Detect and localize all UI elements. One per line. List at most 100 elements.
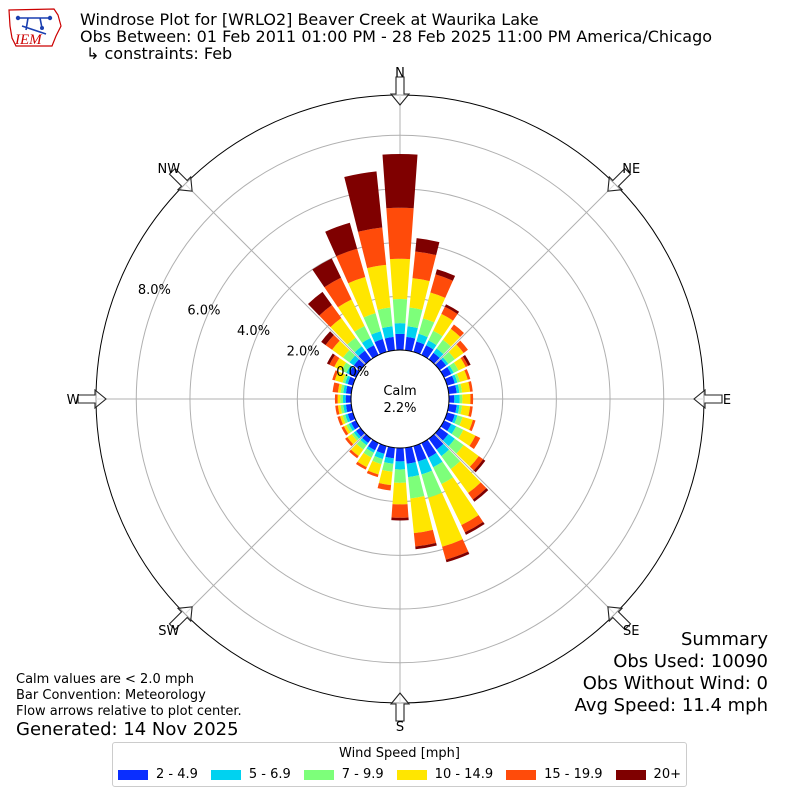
summary-block: Summary Obs Used: 10090 Obs Without Wind… — [575, 629, 768, 717]
bar-segment — [321, 331, 334, 346]
direction-label: SW — [158, 624, 179, 639]
plot-overlay: Calm 2.2% 0.0% 2.0% 4.0% 6.0% 8.0% N NE E SE S SW W NW — [67, 66, 732, 735]
bar-segment — [345, 437, 354, 447]
bar-segment — [351, 420, 360, 430]
legend-items: 2 - 4.9 5 - 6.9 7 - 9.9 10 - 14.9 15 - 19.9 2… — [113, 761, 686, 782]
bar-segment — [358, 350, 372, 364]
bar-segment — [409, 278, 430, 310]
bar-segment — [391, 504, 409, 518]
bar-segment — [416, 333, 428, 345]
bar-segment — [473, 459, 486, 473]
bar-segment — [345, 413, 351, 423]
bar-segment — [374, 338, 387, 355]
bar-segment — [428, 330, 443, 346]
bar-segment — [462, 354, 471, 366]
bar-segment — [433, 313, 454, 337]
bar-segment — [356, 439, 367, 450]
direction-label: SE — [623, 624, 639, 639]
bar-segment — [421, 470, 442, 498]
bar-segment — [349, 449, 359, 459]
bar-segment — [421, 345, 434, 359]
bar-segment — [447, 423, 457, 434]
bar-segment — [445, 551, 470, 563]
bar-segment — [392, 482, 408, 505]
bar-segment — [442, 351, 455, 364]
bar-segment — [377, 307, 393, 329]
bar-segment — [354, 325, 371, 343]
radial-tick-label: 8.0% — [138, 283, 171, 298]
radial-tick-label: 0.0% — [336, 365, 369, 380]
bar-segment — [341, 426, 349, 436]
bar-segment — [339, 415, 346, 425]
notes-block: Calm values are < 2.0 mph Bar Convention… — [16, 672, 242, 720]
bar-segment — [347, 337, 362, 353]
flow-arrow-icon — [607, 167, 632, 192]
legend-swatch — [396, 769, 427, 780]
bar-segment — [343, 404, 348, 413]
bar-segment — [371, 331, 383, 343]
bar-segment — [455, 384, 460, 394]
bar-segment — [444, 304, 460, 314]
bar-segment — [436, 339, 451, 355]
bar-segment — [447, 365, 454, 375]
bar-segment — [374, 451, 385, 460]
bar-segment — [354, 346, 365, 357]
bar-segment — [462, 393, 471, 405]
bar-segment — [343, 425, 351, 434]
bar-segment — [337, 299, 365, 332]
direction-label: NE — [622, 162, 640, 177]
legend-item: 10 - 14.9 — [396, 767, 494, 782]
bar-segment — [442, 539, 469, 560]
bar-convention-note: Bar Convention: Meteorology — [16, 688, 206, 703]
grid-spoke — [184, 433, 366, 615]
bar-segment — [461, 515, 484, 533]
bar-segment — [464, 369, 471, 380]
legend-label: 5 - 6.9 — [248, 767, 291, 782]
bar-segment — [346, 365, 353, 375]
bar-segment — [421, 439, 437, 458]
windrose-bars — [307, 154, 489, 563]
bar-segment — [355, 427, 365, 437]
bar-segment — [417, 458, 433, 475]
summary-obs-used: Obs Used: 10090 — [613, 651, 768, 672]
chart-subtitle-constraints: ↳ constraints: Feb — [86, 44, 233, 63]
bar-segment — [430, 274, 453, 298]
bar-segment — [472, 488, 489, 502]
calm-note: Calm values are < 2.0 mph — [16, 672, 195, 687]
bar-segment — [325, 335, 340, 350]
bar-segment — [426, 340, 437, 350]
bar-segment — [459, 416, 473, 430]
flow-arrow-icon — [693, 388, 723, 410]
bar-segment — [394, 461, 406, 470]
bar-segment — [382, 462, 394, 472]
bar-segment — [406, 462, 420, 478]
bar-segment — [353, 430, 361, 439]
legend-label: 2 - 4.9 — [156, 767, 198, 782]
bar-segment — [345, 385, 353, 394]
bar-segment — [428, 434, 444, 450]
bar-segment — [395, 447, 405, 462]
legend-label: 10 - 14.9 — [434, 767, 494, 782]
bar-segment — [341, 362, 351, 373]
bar-segment — [448, 395, 455, 403]
bar-segment — [329, 354, 340, 368]
flow-arrow-icon — [389, 692, 411, 722]
bar-segment — [447, 385, 457, 394]
bar-segment — [346, 423, 353, 433]
legend-item: 5 - 6.9 — [210, 767, 291, 782]
bar-segment — [336, 248, 366, 284]
summary-obs-without-wind: Obs Without Wind: 0 — [582, 673, 768, 694]
bar-segment — [395, 333, 405, 351]
bar-segment — [469, 419, 476, 432]
bar-segment — [337, 405, 343, 415]
legend-label: 15 - 19.9 — [544, 767, 603, 782]
bar-segment — [326, 353, 335, 365]
generated-date: Generated: 14 Nov 2025 — [16, 719, 239, 740]
bar-segment — [382, 154, 418, 209]
direction-label: S — [396, 720, 404, 735]
bar-segment — [413, 529, 437, 547]
legend-swatch — [303, 769, 334, 780]
bar-segment — [350, 443, 364, 457]
bar-segment — [456, 370, 468, 382]
legend-item: 7 - 9.9 — [303, 767, 384, 782]
